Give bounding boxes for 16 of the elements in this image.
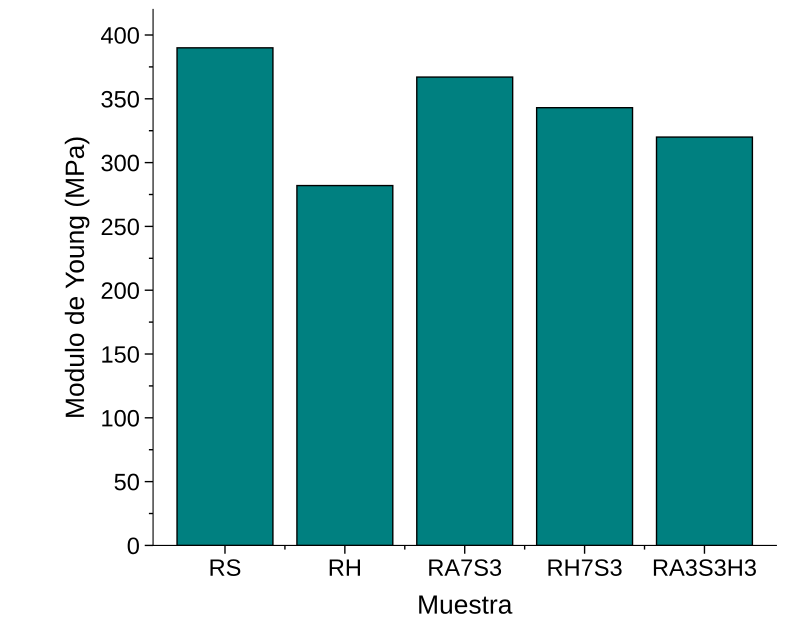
y-tick-label: 350 <box>101 90 139 108</box>
x-tick-label: RH <box>330 559 360 576</box>
y-axis-title: Modulo de Young (MPa) <box>64 137 90 417</box>
y-tick-label: 400 <box>101 27 139 44</box>
y-tick-label: 250 <box>102 218 139 236</box>
x-tick-label: RS <box>210 559 240 576</box>
y-tick-label: 50 <box>114 474 139 490</box>
x-tick-label: RA3S3H3 <box>654 559 756 576</box>
y-tick-label: 0 <box>128 537 139 554</box>
x-tick-label: RA7S3 <box>429 559 502 576</box>
y-tick-label: 200 <box>102 282 139 299</box>
x-tick-label: RH7S3 <box>548 559 622 576</box>
x-axis-title: Muestra <box>419 595 512 614</box>
y-tick-label: 300 <box>101 154 139 172</box>
y-tick-label: 150 <box>102 346 139 363</box>
y-tick-label: 100 <box>102 410 139 427</box>
